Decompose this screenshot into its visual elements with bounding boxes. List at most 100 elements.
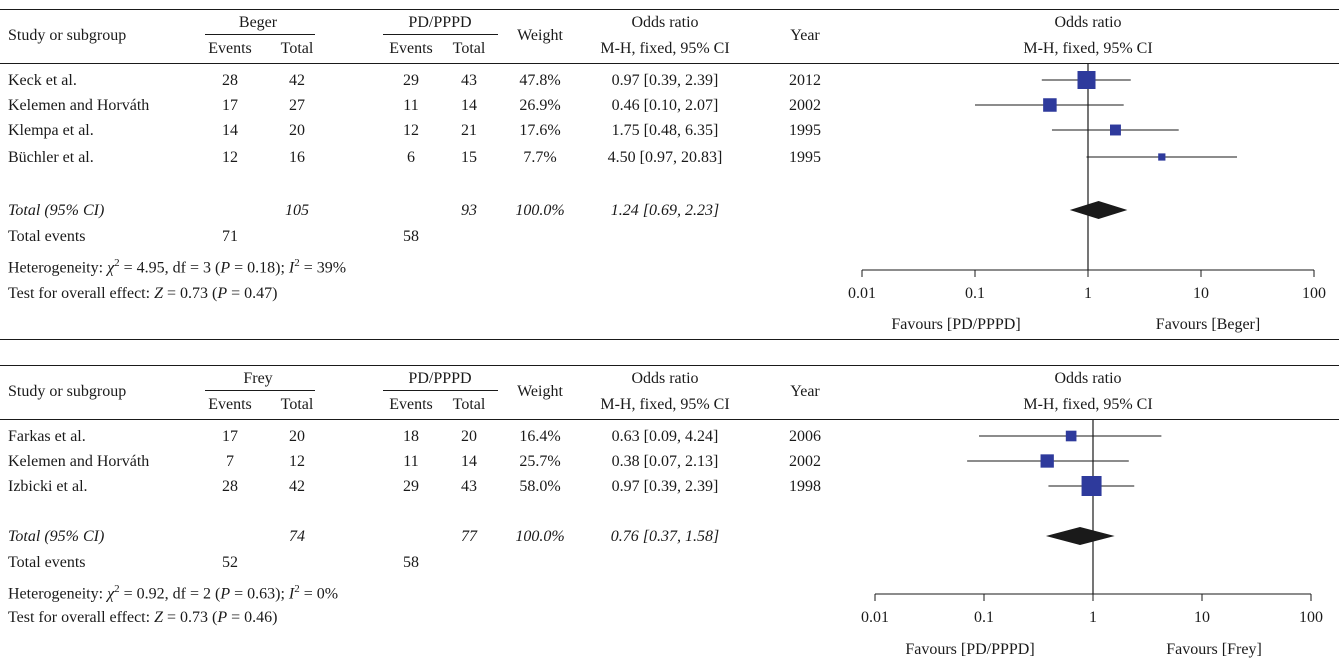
study-name: Izbicki et al.: [8, 478, 88, 495]
weight-value: 100.0%: [515, 202, 565, 219]
year-value: 2002: [789, 97, 821, 114]
plot-title: Odds ratio: [1054, 14, 1122, 31]
favours-right-label: Favours [Beger]: [1155, 316, 1261, 333]
year-header: Year: [790, 27, 820, 44]
plot-method: M-H, fixed, 95% CI: [1023, 396, 1153, 413]
exp-total: 42: [289, 478, 305, 495]
study-name: Keck et al.: [8, 72, 77, 89]
control-group-header: PD/PPPD: [408, 370, 472, 387]
plot-method: M-H, fixed, 95% CI: [1023, 40, 1153, 57]
control-group-header: PD/PPPD: [408, 14, 472, 31]
year-value: 2002: [789, 453, 821, 470]
exp-total: 27: [289, 97, 305, 114]
or-ci-value: 0.46 [0.10, 2.07]: [611, 97, 719, 114]
total-label: Total (95% CI): [8, 528, 105, 545]
tick-label: 0.1: [965, 285, 985, 302]
header-rule: [0, 419, 1339, 420]
tick-label: 10: [1194, 609, 1210, 626]
tick-label: 10: [1193, 285, 1209, 302]
year-value: 1998: [789, 478, 821, 495]
heterogeneity-text: Heterogeneity: χ2 = 0.92, df = 2 (P = 0.…: [8, 583, 339, 603]
or-ci-value: 0.63 [0.09, 4.24]: [611, 428, 719, 445]
study-col-header: Study or subgroup: [8, 383, 127, 400]
ctrl-total: 21: [461, 122, 477, 139]
weight-header: Weight: [517, 27, 563, 44]
ctrl-total: 15: [461, 149, 477, 166]
group-underline: [383, 390, 498, 391]
ctrl-events: 29: [403, 478, 419, 495]
study-name: Klempa et al.: [8, 122, 94, 139]
method-header: M-H, fixed, 95% CI: [600, 396, 730, 413]
tick-label: 0.01: [861, 609, 889, 626]
header-rule: [0, 63, 1339, 64]
weight-value: 26.9%: [519, 97, 561, 114]
ctrl-total: 43: [461, 72, 477, 89]
ctrl-total: 93: [461, 202, 477, 219]
events-header: Events: [389, 396, 433, 413]
weight-value: 47.8%: [519, 72, 561, 89]
events-header: Events: [208, 40, 252, 57]
ctrl-total: 14: [461, 453, 477, 470]
weight-value: 25.7%: [519, 453, 561, 470]
favours-right-label: Favours [Frey]: [1166, 641, 1262, 658]
weight-value: 17.6%: [519, 122, 561, 139]
year-header: Year: [790, 383, 820, 400]
top-rule: [0, 365, 1339, 366]
overall-effect-text: Test for overall effect: Z = 0.73 (P = 0…: [8, 285, 278, 302]
ctrl-events: 6: [407, 149, 415, 166]
study-square: [1040, 454, 1054, 468]
exp-total: 105: [285, 202, 309, 219]
study-square: [1081, 476, 1102, 496]
total-label: Total (95% CI): [8, 202, 105, 219]
study-square: [1077, 71, 1096, 89]
group-underline: [205, 34, 315, 35]
year-value: 1995: [789, 149, 821, 166]
ctrl-events: 29: [403, 72, 419, 89]
exp-events: 12: [222, 149, 238, 166]
total-header: Total: [452, 396, 486, 413]
weight-value: 7.7%: [523, 149, 557, 166]
ctrl-total: 77: [461, 528, 477, 545]
exp-events: 17: [222, 428, 238, 445]
total-header: Total: [452, 40, 486, 57]
exp-total: 16: [289, 149, 305, 166]
plot-title: Odds ratio: [1054, 370, 1122, 387]
group-underline: [383, 34, 498, 35]
pooled-diamond: [1045, 527, 1115, 545]
tick-label: 100: [1302, 285, 1326, 302]
exp-events: 14: [222, 122, 238, 139]
total-events-label: Total events: [8, 554, 86, 571]
ctrl-events: 58: [403, 554, 419, 571]
heterogeneity-text: Heterogeneity: χ2 = 4.95, df = 3 (P = 0.…: [8, 257, 347, 277]
experimental-group-header: Beger: [238, 14, 278, 31]
or-ci-value: 0.38 [0.07, 2.13]: [611, 453, 719, 470]
group-underline: [205, 390, 315, 391]
exp-total: 12: [289, 453, 305, 470]
or-ci-value: 1.75 [0.48, 6.35]: [611, 122, 719, 139]
forest-plot-area: [861, 64, 1315, 277]
ctrl-total: 14: [461, 97, 477, 114]
forest-plot-area: [874, 420, 1312, 601]
exp-total: 74: [289, 528, 305, 545]
ctrl-total: 43: [461, 478, 477, 495]
experimental-group-header: Frey: [243, 370, 273, 387]
exp-total: 20: [289, 428, 305, 445]
study-square: [1065, 430, 1077, 442]
top-rule: [0, 9, 1339, 10]
bottom-rule: [0, 339, 1339, 340]
tick-label: 1: [1089, 609, 1097, 626]
study-name: Büchler et al.: [8, 149, 94, 166]
ctrl-events: 18: [403, 428, 419, 445]
exp-events: 28: [222, 478, 238, 495]
exp-events: 28: [222, 72, 238, 89]
weight-value: 100.0%: [515, 528, 565, 545]
study-name: Kelemen and Horváth: [8, 453, 150, 470]
tick-label: 0.01: [848, 285, 876, 302]
tick-label: 100: [1299, 609, 1323, 626]
study-name: Kelemen and Horváth: [8, 97, 150, 114]
pooled-diamond: [1069, 201, 1128, 219]
forest-plot-beger: Study or subgroup Beger PD/PPPD Events T…: [0, 9, 1339, 340]
total-header: Total: [280, 396, 314, 413]
effect-header: Odds ratio: [631, 14, 699, 31]
ctrl-events: 58: [403, 228, 419, 245]
